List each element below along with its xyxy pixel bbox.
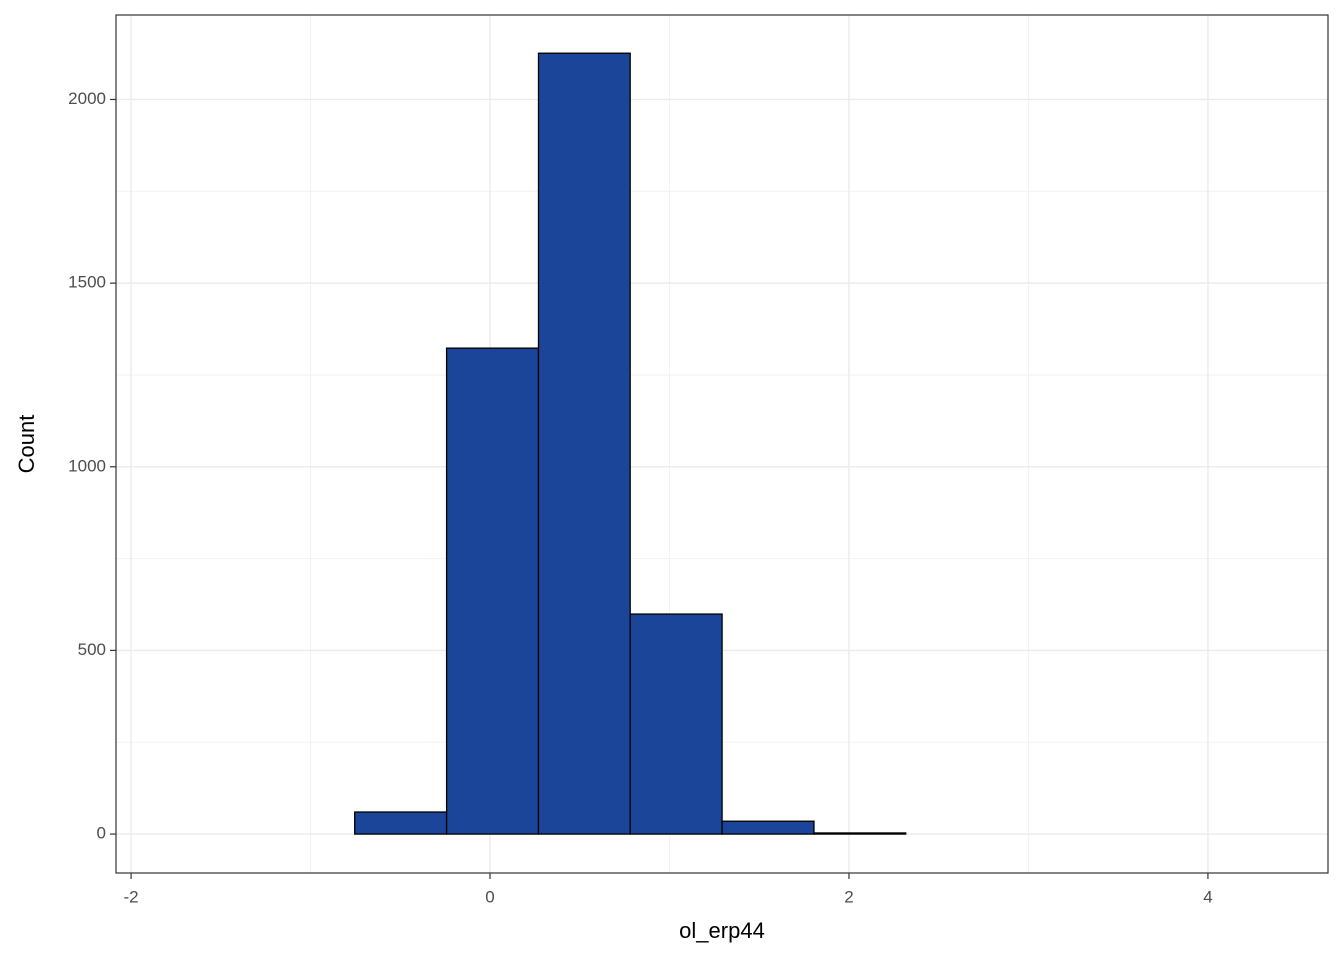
y-tick-label: 1500 — [68, 273, 106, 292]
histogram-bar — [354, 811, 448, 835]
histogram-bar — [445, 347, 540, 835]
x-tick-label: -2 — [124, 887, 139, 906]
grid — [116, 15, 1328, 873]
y-tick-label: 2000 — [68, 89, 106, 108]
y-axis-title: Count — [14, 415, 39, 474]
x-tick-label: 2 — [844, 887, 853, 906]
histogram-bar — [537, 52, 631, 835]
y-tick-label: 1000 — [68, 456, 106, 475]
histogram-bar — [721, 820, 815, 835]
x-tick-label: 0 — [485, 887, 494, 906]
x-axis-title: ol_erp44 — [679, 918, 765, 943]
x-tick-label: 4 — [1203, 887, 1212, 906]
histogram-bar — [813, 832, 907, 835]
y-tick-label: 0 — [97, 824, 106, 843]
panel-border — [115, 14, 1329, 874]
histogram-bar — [629, 613, 723, 835]
bars — [354, 52, 907, 835]
y-tick-label: 500 — [78, 640, 106, 659]
